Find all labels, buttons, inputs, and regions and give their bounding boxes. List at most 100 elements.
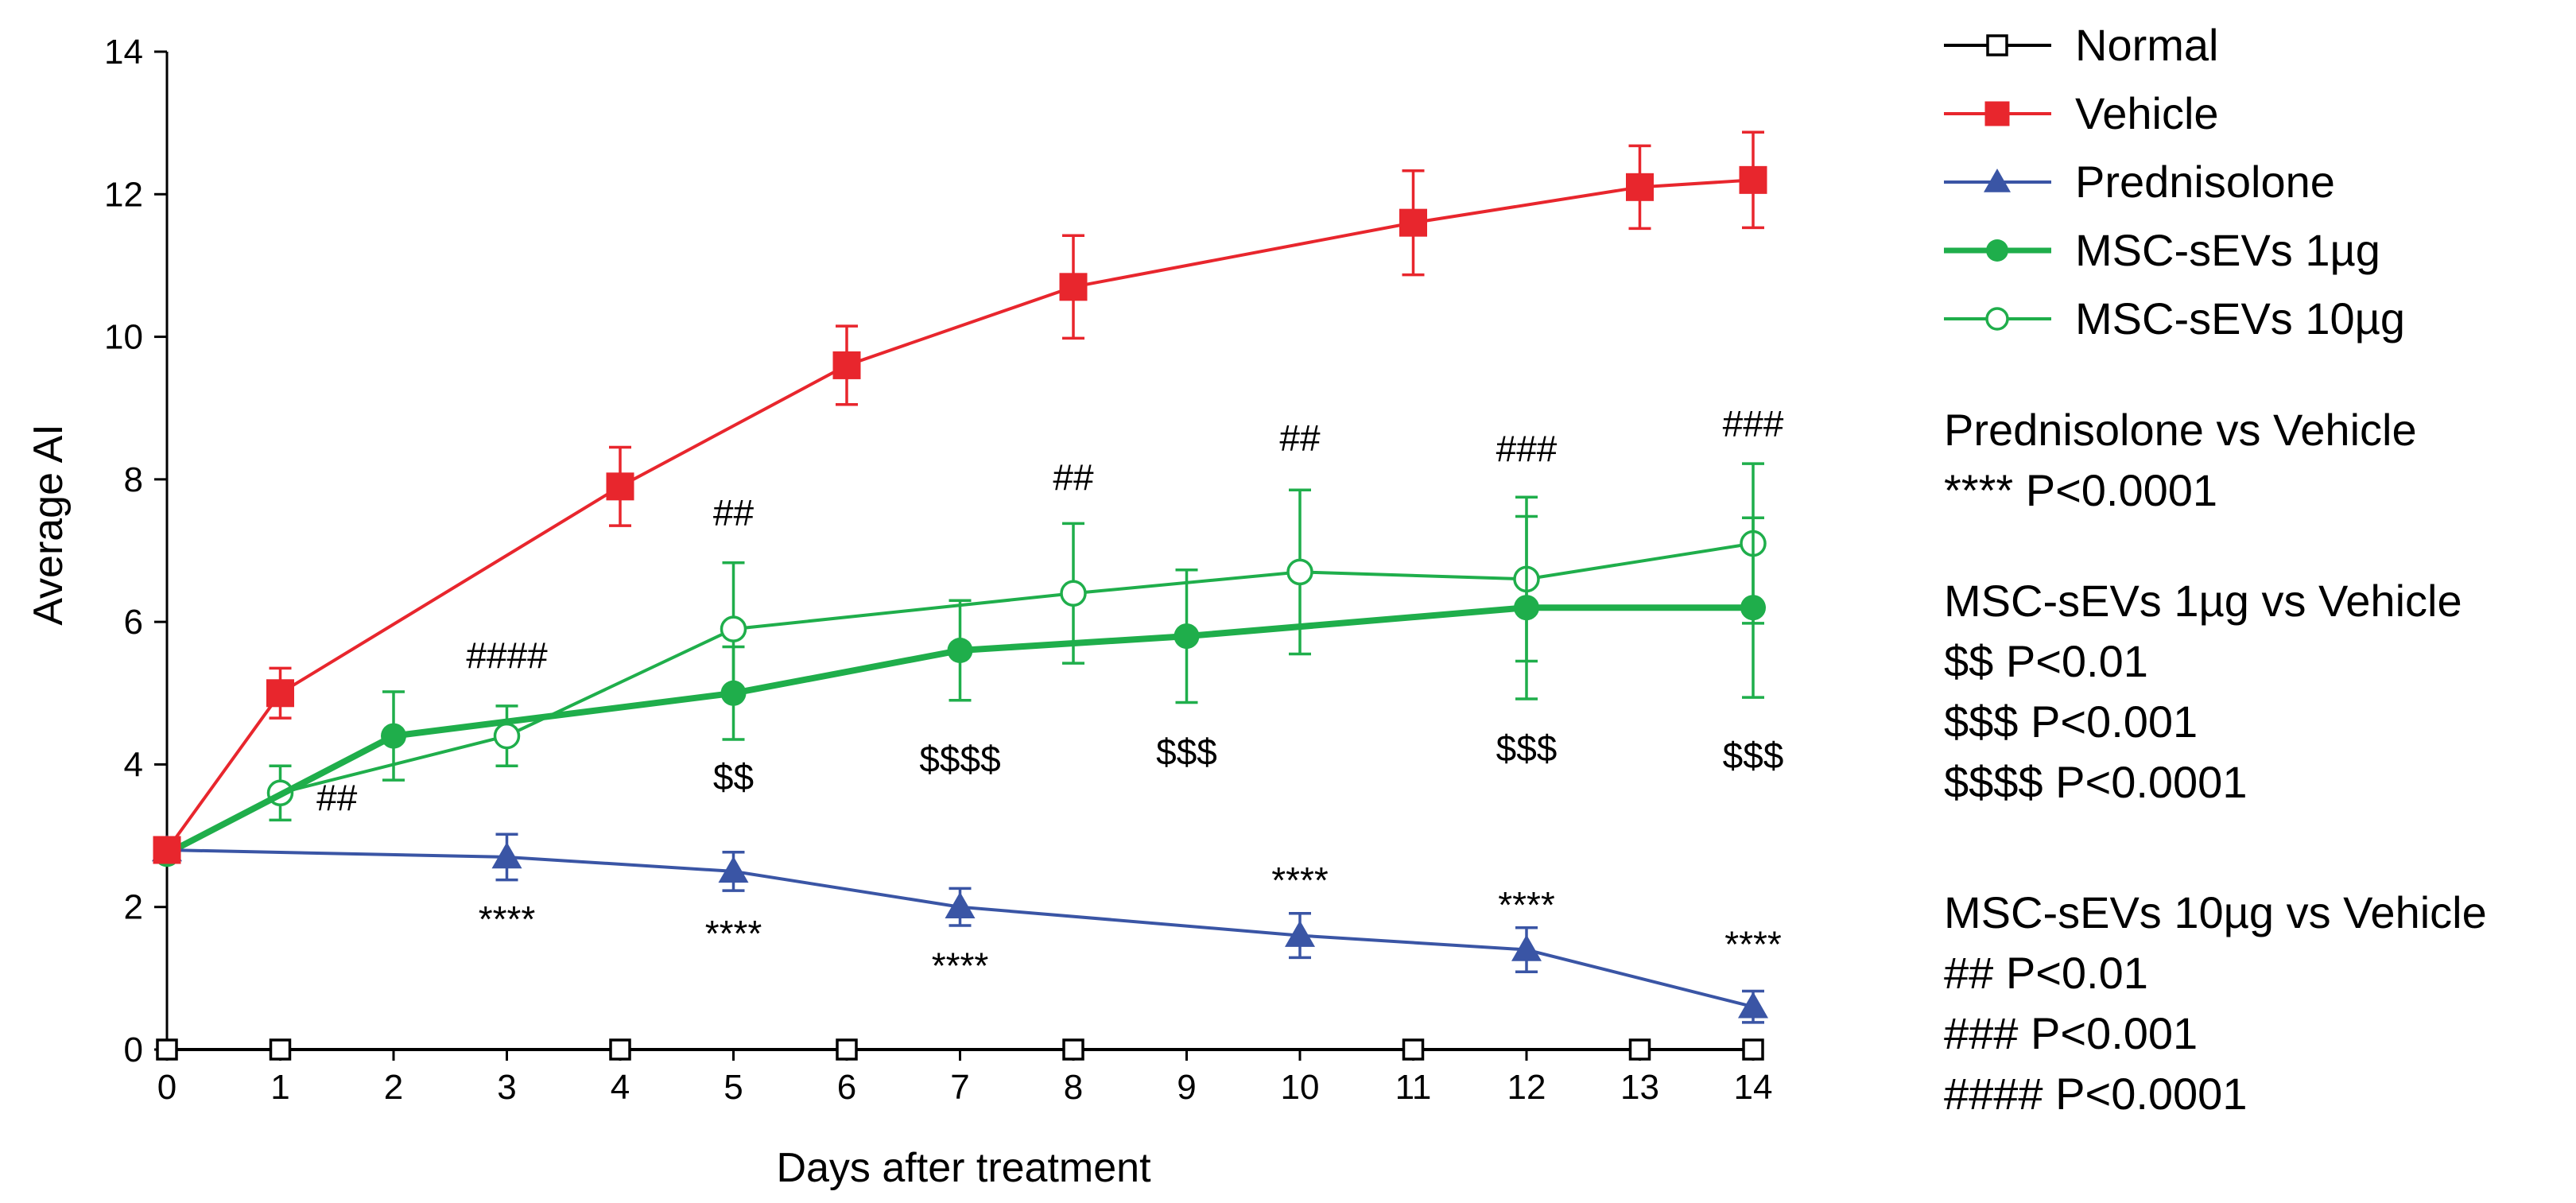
significance-label: **** bbox=[932, 945, 989, 986]
x-tick-label: 9 bbox=[1177, 1068, 1196, 1107]
note-heading: MSC-sEVs 10µg vs Vehicle bbox=[1944, 887, 2487, 937]
data-point bbox=[1514, 595, 1539, 621]
data-point bbox=[266, 679, 294, 708]
data-point bbox=[1174, 623, 1200, 650]
x-tick-label: 6 bbox=[837, 1068, 856, 1107]
y-tick-label: 14 bbox=[104, 33, 143, 72]
data-point bbox=[720, 680, 747, 706]
series-msc-sevs-10-g bbox=[153, 462, 1767, 867]
legend-marker bbox=[1984, 169, 2011, 192]
x-tick-label: 14 bbox=[1734, 1068, 1773, 1107]
data-point bbox=[836, 1038, 858, 1061]
significance-label: ## bbox=[1279, 417, 1321, 459]
x-tick-label: 13 bbox=[1620, 1068, 1659, 1107]
data-point bbox=[1626, 173, 1654, 201]
legend-marker bbox=[1986, 34, 2008, 56]
significance-label: $$ bbox=[713, 756, 754, 797]
note-line: $$$ P<0.001 bbox=[1944, 697, 2198, 747]
series-line bbox=[165, 178, 1754, 852]
data-point bbox=[1285, 920, 1315, 947]
legend-entry: Prednisolone bbox=[1944, 157, 2335, 207]
significance-label: $$$ bbox=[1496, 728, 1558, 769]
note-line: ## P<0.01 bbox=[1944, 948, 2148, 998]
data-point bbox=[947, 638, 973, 663]
significance-label: ## bbox=[1053, 456, 1094, 498]
chart-legend: Normal Vehicle Prednisolone MSC-sEVs 1µg MSC… bbox=[1944, 20, 2405, 343]
x-tick-label: 8 bbox=[1064, 1068, 1083, 1107]
series-vehicle bbox=[153, 130, 1767, 864]
data-point bbox=[1740, 595, 1766, 621]
significance-label: ## bbox=[316, 778, 358, 819]
data-point bbox=[1062, 1038, 1084, 1061]
x-tick-label: 3 bbox=[497, 1068, 516, 1107]
data-point bbox=[1739, 165, 1767, 194]
data-point bbox=[1738, 992, 1768, 1019]
significance-label: **** bbox=[1271, 860, 1329, 901]
data-point bbox=[720, 615, 747, 642]
data-point bbox=[153, 836, 181, 864]
x-tick-label: 11 bbox=[1395, 1068, 1432, 1107]
legend-label: MSC-sEVs 1µg bbox=[2075, 225, 2380, 275]
note-line: $$ P<0.01 bbox=[1944, 636, 2148, 686]
data-point bbox=[1628, 1038, 1651, 1061]
significance-label: **** bbox=[1498, 884, 1555, 926]
data-point bbox=[1286, 558, 1313, 586]
y-tick-label: 8 bbox=[124, 460, 143, 499]
legend-entry: MSC-sEVs 1µg bbox=[1944, 225, 2380, 275]
note-line: $$$$ P<0.0001 bbox=[1944, 757, 2247, 807]
note-block: MSC-sEVs 1µg vs Vehicle $$ P<0.01 $$$ P<0.… bbox=[1944, 576, 2462, 807]
statistics-notes: Prednisolone vs Vehicle **** P<0.0001 MSC-… bbox=[1944, 405, 2487, 1119]
legend-label: Prednisolone bbox=[2075, 157, 2335, 207]
note-heading: Prednisolone vs Vehicle bbox=[1944, 405, 2417, 455]
data-point bbox=[945, 891, 976, 918]
data-point bbox=[269, 1038, 292, 1061]
note-block: Prednisolone vs Vehicle **** P<0.0001 bbox=[1944, 405, 2417, 515]
data-point bbox=[1402, 1038, 1425, 1061]
series-prednisolone bbox=[152, 832, 1768, 1024]
note-line: **** P<0.0001 bbox=[1944, 465, 2217, 515]
data-point bbox=[493, 722, 521, 750]
significance-label: **** bbox=[1724, 923, 1782, 964]
x-tick-label: 4 bbox=[611, 1068, 630, 1107]
x-tick-label: 10 bbox=[1281, 1068, 1320, 1107]
data-point bbox=[609, 1038, 631, 1061]
x-tick-label: 7 bbox=[950, 1068, 969, 1107]
significance-label: $$$$ bbox=[919, 738, 1000, 779]
y-axis-title: Average AI bbox=[25, 424, 72, 625]
y-tick-label: 12 bbox=[104, 175, 143, 214]
series-normal bbox=[156, 1038, 1764, 1061]
note-line: #### P<0.0001 bbox=[1944, 1069, 2247, 1119]
x-tick-label: 5 bbox=[724, 1068, 743, 1107]
significance-label: ## bbox=[713, 492, 755, 534]
significance-label: $$$ bbox=[1156, 731, 1217, 772]
data-point bbox=[1742, 1038, 1764, 1061]
note-line: ### P<0.001 bbox=[1944, 1008, 2198, 1058]
data-point bbox=[832, 351, 861, 379]
note-heading: MSC-sEVs 1µg vs Vehicle bbox=[1944, 576, 2462, 626]
legend-marker bbox=[1984, 101, 2010, 126]
data-point bbox=[1399, 208, 1427, 237]
y-tick-label: 10 bbox=[104, 318, 143, 357]
y-tick-label: 2 bbox=[124, 888, 143, 927]
legend-label: Normal bbox=[2075, 20, 2218, 70]
data-point bbox=[491, 841, 522, 869]
data-point bbox=[156, 1038, 178, 1061]
data-point bbox=[1060, 580, 1087, 607]
legend-entry: Normal bbox=[1944, 20, 2218, 70]
x-tick-label: 12 bbox=[1507, 1068, 1546, 1107]
series-line bbox=[166, 541, 1754, 856]
legend-marker bbox=[1986, 239, 2008, 262]
significance-label: $$$ bbox=[1723, 735, 1784, 776]
series-msc-sevs-1-g bbox=[154, 514, 1766, 867]
x-tick-label: 1 bbox=[270, 1068, 289, 1107]
chart-series bbox=[152, 130, 1768, 1061]
significance-annotations: ############ ######$$ $$$$ $$$ $$$ $$$**** ***… bbox=[316, 403, 1784, 986]
x-tick-label: 0 bbox=[157, 1068, 177, 1107]
significance-label: **** bbox=[705, 913, 762, 954]
data-point bbox=[718, 856, 749, 883]
legend-label: MSC-sEVs 10µg bbox=[2075, 293, 2405, 343]
x-tick-label: 2 bbox=[384, 1068, 403, 1107]
data-point bbox=[1059, 273, 1088, 301]
data-point bbox=[1511, 934, 1542, 961]
